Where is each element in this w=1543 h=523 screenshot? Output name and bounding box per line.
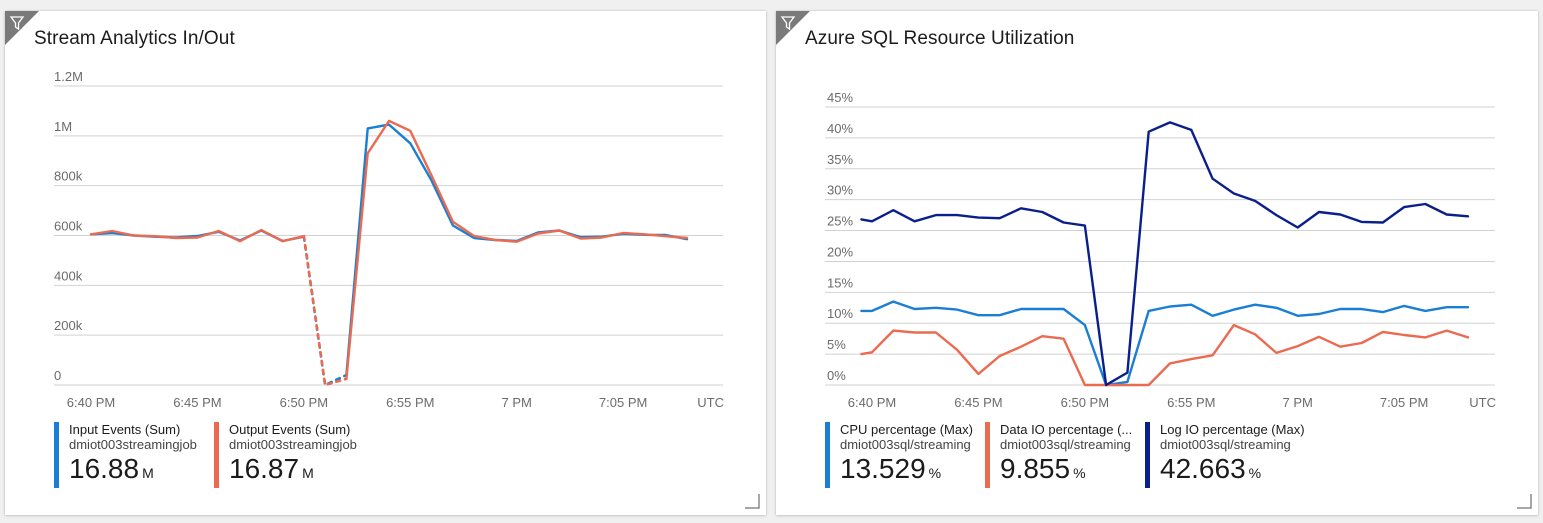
y-tick-label: 5%: [827, 337, 846, 352]
x-tick-label: 7:05 PM: [599, 395, 647, 410]
series-line-1: [860, 300, 1470, 387]
legend-item-output-events[interactable]: Output Events (Sum) dmiot003streamingjob…: [214, 422, 357, 500]
x-tick-label: 6:45 PM: [173, 395, 221, 410]
y-tick-label: 600k: [54, 219, 83, 234]
legend-unit: %: [928, 465, 942, 481]
legend-item-cpu[interactable]: CPU percentage (Max) dmiot003sql/streami…: [825, 422, 973, 500]
tile-azure-sql[interactable]: Azure SQL Resource Utilization 0% 5% 10% 15…: [776, 11, 1538, 515]
y-tick-label: 200k: [54, 318, 83, 333]
series-line-2: [345, 119, 689, 380]
series-line-2: [89, 228, 306, 243]
legend-series-source: dmiot003sql/streaming: [1000, 437, 1131, 452]
tile-title: Stream Analytics In/Out: [34, 28, 235, 49]
x-tick-label: 7:05 PM: [1380, 395, 1428, 410]
legend-unit: M: [142, 465, 154, 481]
chart-stream-analytics: 0 200k 400k 600k 800k 1M 1.2M 6:40 PM 6:45 PM 6:5…: [54, 69, 724, 410]
legend-series-name: Input Events (Sum): [69, 422, 181, 437]
legend-value: 16.88: [69, 453, 140, 484]
legend-color-bar: [54, 422, 59, 488]
legend-series-name: Output Events (Sum): [229, 422, 351, 437]
series-line-2: [860, 323, 1470, 387]
y-tick-label: 25%: [827, 214, 853, 229]
x-tick-label: 6:40 PM: [67, 395, 115, 410]
y-tick-label: 40%: [827, 121, 853, 136]
y-tick-label: 0%: [827, 368, 846, 383]
legend-series-name: CPU percentage (Max): [840, 422, 973, 437]
filter-icon[interactable]: [776, 11, 812, 47]
legend-color-bar: [825, 422, 830, 488]
legend: Input Events (Sum) dmiot003streamingjob …: [54, 422, 754, 502]
legend-unit: %: [1248, 465, 1262, 481]
series-line-1: [345, 123, 689, 377]
legend-unit: M: [302, 465, 314, 481]
legend-series-source: dmiot003streamingjob: [69, 437, 197, 452]
x-axis-suffix: UTC: [697, 395, 724, 410]
y-tick-label: 800k: [54, 169, 83, 184]
legend-series-source: dmiot003sql/streaming: [840, 437, 971, 452]
y-tick-label: 1.2M: [54, 69, 83, 84]
x-tick-label: 6:55 PM: [386, 395, 434, 410]
y-tick-label: 400k: [54, 268, 83, 283]
legend-color-bar: [1145, 422, 1150, 488]
y-tick-label: 45%: [827, 90, 853, 105]
filter-icon[interactable]: [5, 11, 41, 47]
y-tick-label: 0: [54, 368, 61, 383]
x-tick-label: 6:50 PM: [280, 395, 328, 410]
tile-title: Azure SQL Resource Utilization: [805, 28, 1075, 49]
legend-color-bar: [214, 422, 219, 488]
legend-value: 13.529: [840, 453, 926, 484]
x-tick-label: 7 PM: [502, 395, 532, 410]
x-tick-label: 7 PM: [1283, 395, 1313, 410]
legend-series-name: Log IO percentage (Max): [1160, 422, 1305, 437]
legend-item-log-io[interactable]: Log IO percentage (Max) dmiot003sql/stre…: [1145, 422, 1305, 500]
legend-series-name: Data IO percentage (...: [1000, 422, 1133, 437]
x-tick-label: 6:40 PM: [848, 395, 896, 410]
legend-value: 42.663: [1160, 453, 1246, 484]
resize-handle-icon[interactable]: [1515, 492, 1533, 510]
x-tick-label: 6:50 PM: [1061, 395, 1109, 410]
legend-series-source: dmiot003streamingjob: [229, 437, 357, 452]
legend-item-data-io[interactable]: Data IO percentage (... dmiot003sql/stre…: [985, 422, 1132, 500]
chart-azure-sql: 0% 5% 10% 15% 20% 25% 30% 35% 40% 45% 6:40 PM 6:45 …: [825, 90, 1496, 410]
series-line-1: [302, 235, 348, 387]
x-axis-suffix: UTC: [1469, 395, 1496, 410]
x-tick-label: 6:45 PM: [954, 395, 1002, 410]
y-tick-label: 20%: [827, 244, 853, 259]
y-tick-label: 1M: [54, 119, 72, 134]
series-line-3: [860, 121, 1470, 387]
legend-value: 16.87: [229, 453, 300, 484]
series-line-2: [302, 234, 348, 387]
legend-color-bar: [985, 422, 990, 488]
y-tick-label: 15%: [827, 275, 853, 290]
x-tick-label: 6:55 PM: [1167, 395, 1215, 410]
legend-unit: %: [1073, 465, 1086, 481]
legend-series-source: dmiot003sql/streaming: [1160, 437, 1291, 452]
resize-handle-icon[interactable]: [743, 492, 761, 510]
legend-value: 9.855: [1000, 453, 1071, 484]
y-tick-label: 35%: [827, 152, 853, 167]
tile-stream-analytics[interactable]: Stream Analytics In/Out 0 200k 400k 600k 800…: [5, 11, 766, 515]
legend: CPU percentage (Max) dmiot003sql/streami…: [825, 422, 1525, 502]
y-tick-label: 10%: [827, 306, 853, 321]
legend-item-input-events[interactable]: Input Events (Sum) dmiot003streamingjob …: [54, 422, 197, 500]
y-tick-label: 30%: [827, 183, 853, 198]
